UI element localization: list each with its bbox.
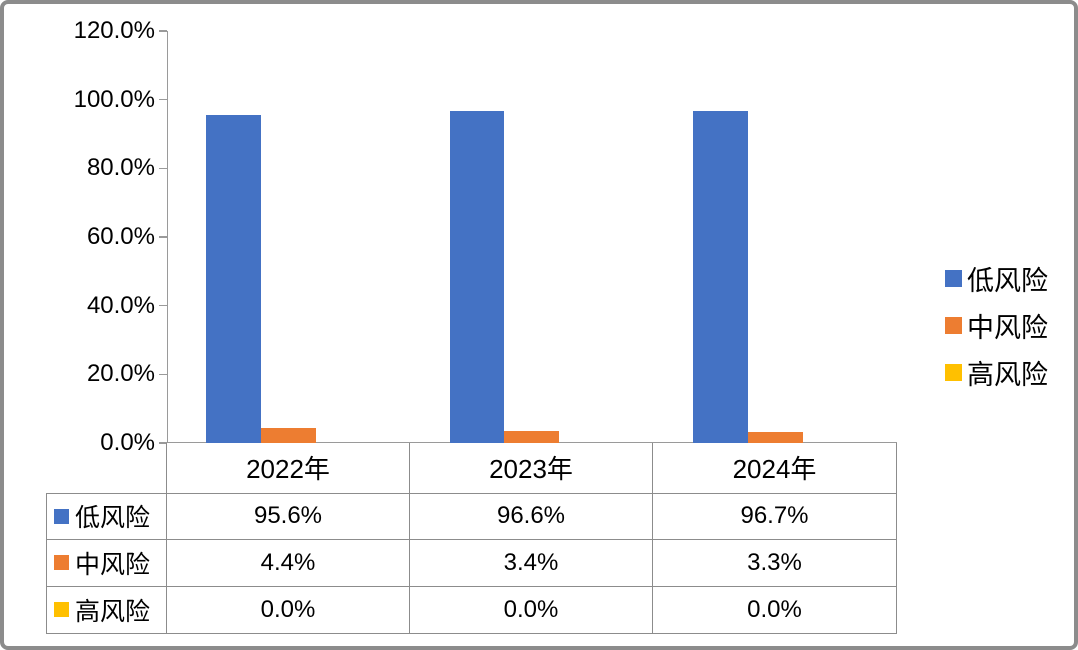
table-value-medium-risk-2024: 3.3% [653, 540, 896, 587]
y-axis-tick-label: 0.0% [100, 429, 155, 456]
data-table: 低风险 95.6% 96.6% 96.7% 中风险 4.4% 3.4% 3.3%… [46, 492, 897, 634]
y-axis-line [166, 31, 168, 443]
y-axis-tick-label: 40.0% [86, 291, 155, 319]
category-axis-row: 2022年 2023年 2024年 [166, 443, 897, 493]
series-label: 低风险 [75, 504, 151, 533]
y-axis-tick-label: 60.0% [86, 223, 155, 250]
legend-item-medium-risk: 中风险 [945, 308, 1048, 343]
high-risk-swatch-icon [54, 602, 69, 618]
legend-label: 高风险 [967, 359, 1048, 390]
table-row-header-low-risk: 低风险 [47, 493, 167, 540]
y-axis-tick-label: 120.0% [73, 17, 155, 44]
table-row-header-high-risk: 高风险 [47, 586, 167, 633]
y-axis-tick [159, 442, 167, 444]
legend-item-high-risk: 高风险 [945, 355, 1048, 390]
low-risk-swatch-icon [54, 508, 69, 524]
series-label: 高风险 [75, 597, 151, 626]
bar-low-risk-2023 [449, 111, 505, 443]
bar-low-risk-2024 [693, 110, 748, 443]
table-value-low-risk-2024: 96.7% [653, 494, 896, 540]
low-risk-swatch-icon [945, 269, 962, 287]
y-axis-tick [159, 30, 167, 32]
series-label: 中风险 [75, 550, 151, 579]
y-axis-tick-label: 20.0% [86, 360, 155, 388]
high-risk-swatch-icon [945, 363, 962, 381]
table-value-high-risk-2022: 0.0% [167, 586, 410, 633]
legend-label: 低风险 [967, 265, 1048, 296]
table-value-high-risk-2024: 0.0% [747, 595, 802, 623]
category-label-2024: 2024年 [732, 454, 817, 485]
category-label-2022: 2022年 [167, 443, 410, 493]
y-axis-tick [159, 236, 167, 238]
table-value-high-risk-2023: 0.0% [410, 586, 653, 633]
y-axis-tick [159, 98, 167, 101]
y-axis-tick-label: 100.0% [73, 85, 155, 113]
table-value-low-risk-2022: 95.6% [167, 493, 410, 540]
table-value-low-risk-2023: 96.6% [410, 493, 653, 540]
bar-low-risk-2022 [206, 114, 261, 443]
legend: 低风险 中风险 高风险 [945, 261, 1048, 390]
y-axis-tick-label: 80.0% [86, 154, 155, 182]
table-row-header-medium-risk: 中风险 [47, 540, 167, 587]
table-value-medium-risk-2022: 4.4% [167, 540, 410, 587]
legend-label: 中风险 [967, 312, 1048, 343]
medium-risk-swatch-icon [54, 555, 69, 571]
bar-medium-risk-2024 [747, 431, 803, 443]
bar-medium-risk-2022 [260, 427, 316, 443]
y-axis-tick [159, 167, 167, 170]
y-axis-tick [159, 373, 167, 376]
medium-risk-swatch-icon [945, 316, 962, 334]
y-axis-tick [159, 304, 167, 307]
bar-medium-risk-2023 [504, 431, 560, 443]
legend-item-low-risk: 低风险 [945, 261, 1048, 296]
table-value-medium-risk-2023: 3.4% [410, 540, 653, 587]
category-label-2023: 2023年 [410, 443, 653, 493]
